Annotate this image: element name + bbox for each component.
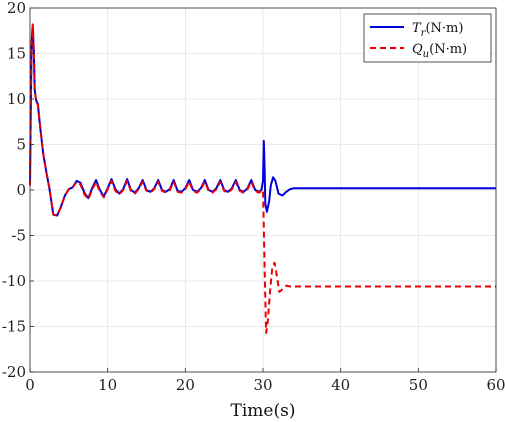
y-tick-label: -10	[2, 272, 26, 290]
x-tick-label: 30	[253, 376, 272, 394]
series-layer	[29, 23, 496, 334]
y-tick-label: -5	[11, 227, 26, 245]
y-tick-label: 5	[16, 136, 26, 154]
legend-label-1: Tr(N·m)	[412, 21, 463, 39]
y-tick-label: 10	[7, 90, 26, 108]
x-tick-label: 20	[176, 376, 195, 394]
legend: Tr(N·m) Qu(N·m)	[363, 13, 492, 63]
legend-box	[363, 13, 492, 63]
x-tick-label: 60	[486, 376, 505, 394]
y-tick-label: -20	[2, 363, 26, 381]
x-axis-label: Time(s)	[231, 401, 296, 421]
x-tick-label: 10	[98, 376, 117, 394]
y-tick-label: 15	[7, 45, 26, 63]
y-tick-label: -15	[2, 318, 26, 336]
x-tick-label: 0	[25, 376, 35, 394]
x-tick-label: 40	[331, 376, 350, 394]
y-ticks: -20 -15 -10 -5 0 5 10 15 20	[2, 0, 34, 381]
y-tick-label: 20	[7, 0, 26, 17]
series-line-2	[29, 23, 496, 334]
legend-label-2: Qu(N·m)	[412, 42, 467, 60]
x-tick-label: 50	[409, 376, 428, 394]
x-ticks: 0 10 20 30 40 50 60	[25, 368, 505, 394]
y-tick-label: 0	[16, 181, 26, 199]
